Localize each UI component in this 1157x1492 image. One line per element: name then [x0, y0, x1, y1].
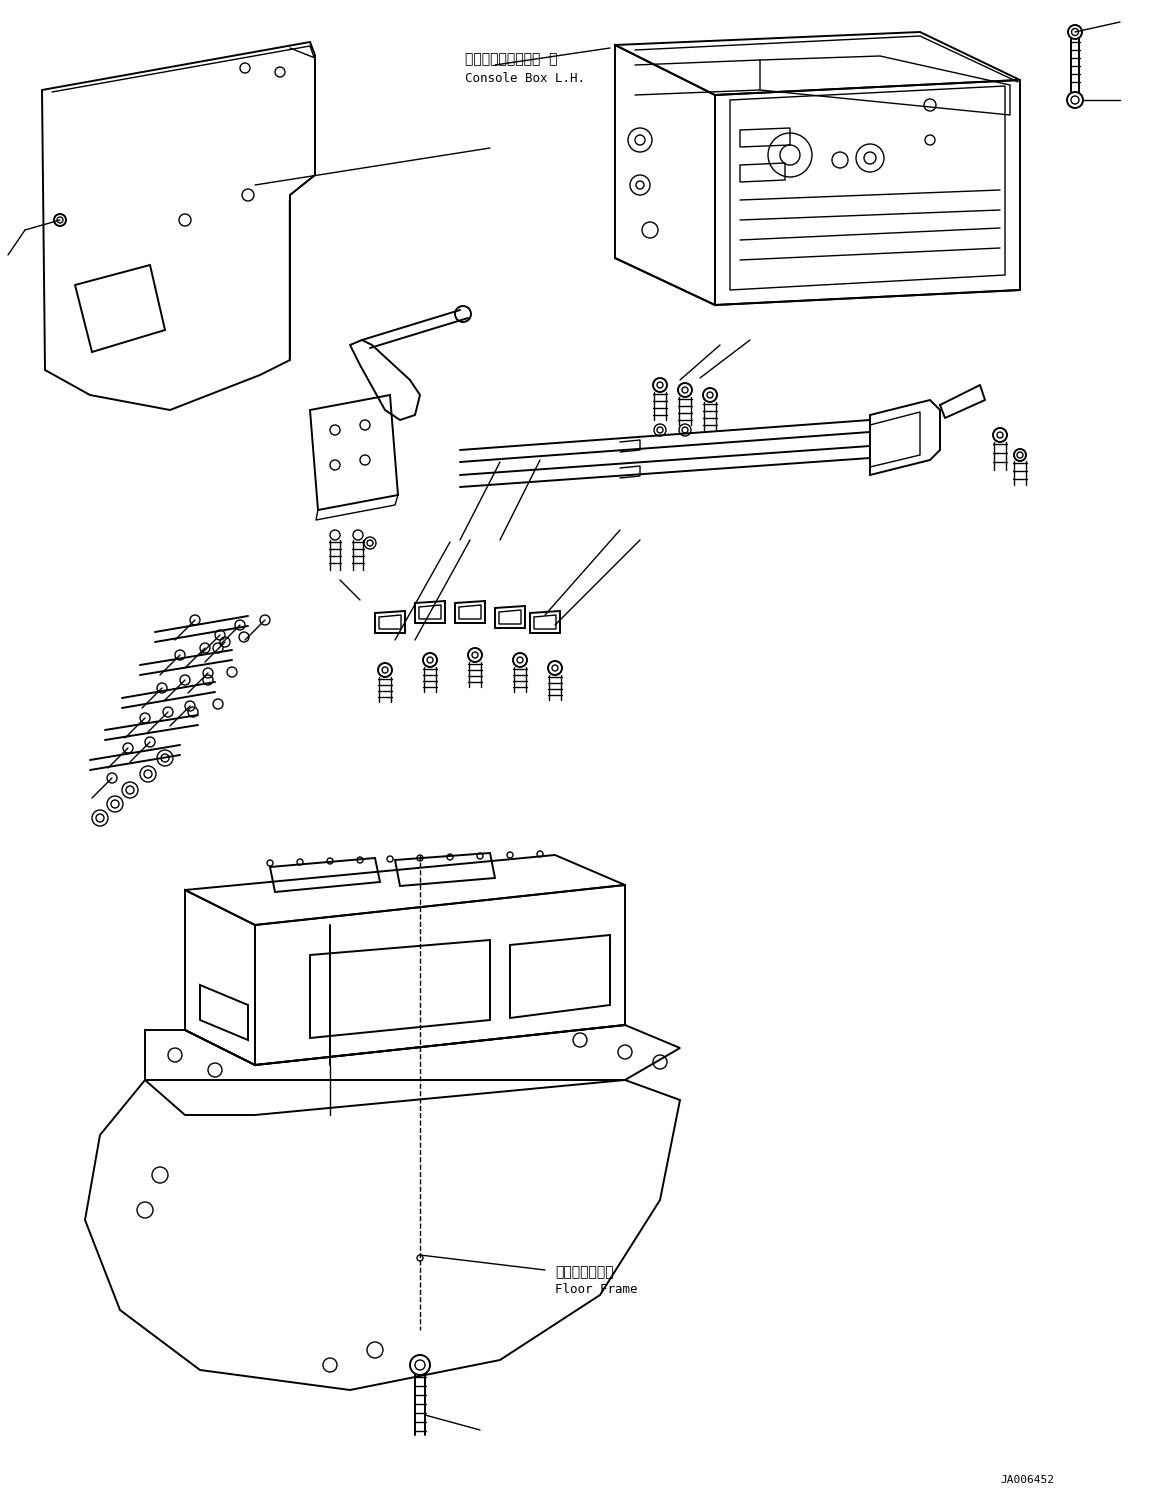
- Text: JA006452: JA006452: [1000, 1476, 1054, 1485]
- Text: Floor Frame: Floor Frame: [555, 1283, 638, 1297]
- Text: Console Box L.H.: Console Box L.H.: [465, 72, 585, 85]
- Text: フロアフレーム: フロアフレーム: [555, 1265, 613, 1279]
- Text: コンソールボックス  左: コンソールボックス 左: [465, 52, 558, 66]
